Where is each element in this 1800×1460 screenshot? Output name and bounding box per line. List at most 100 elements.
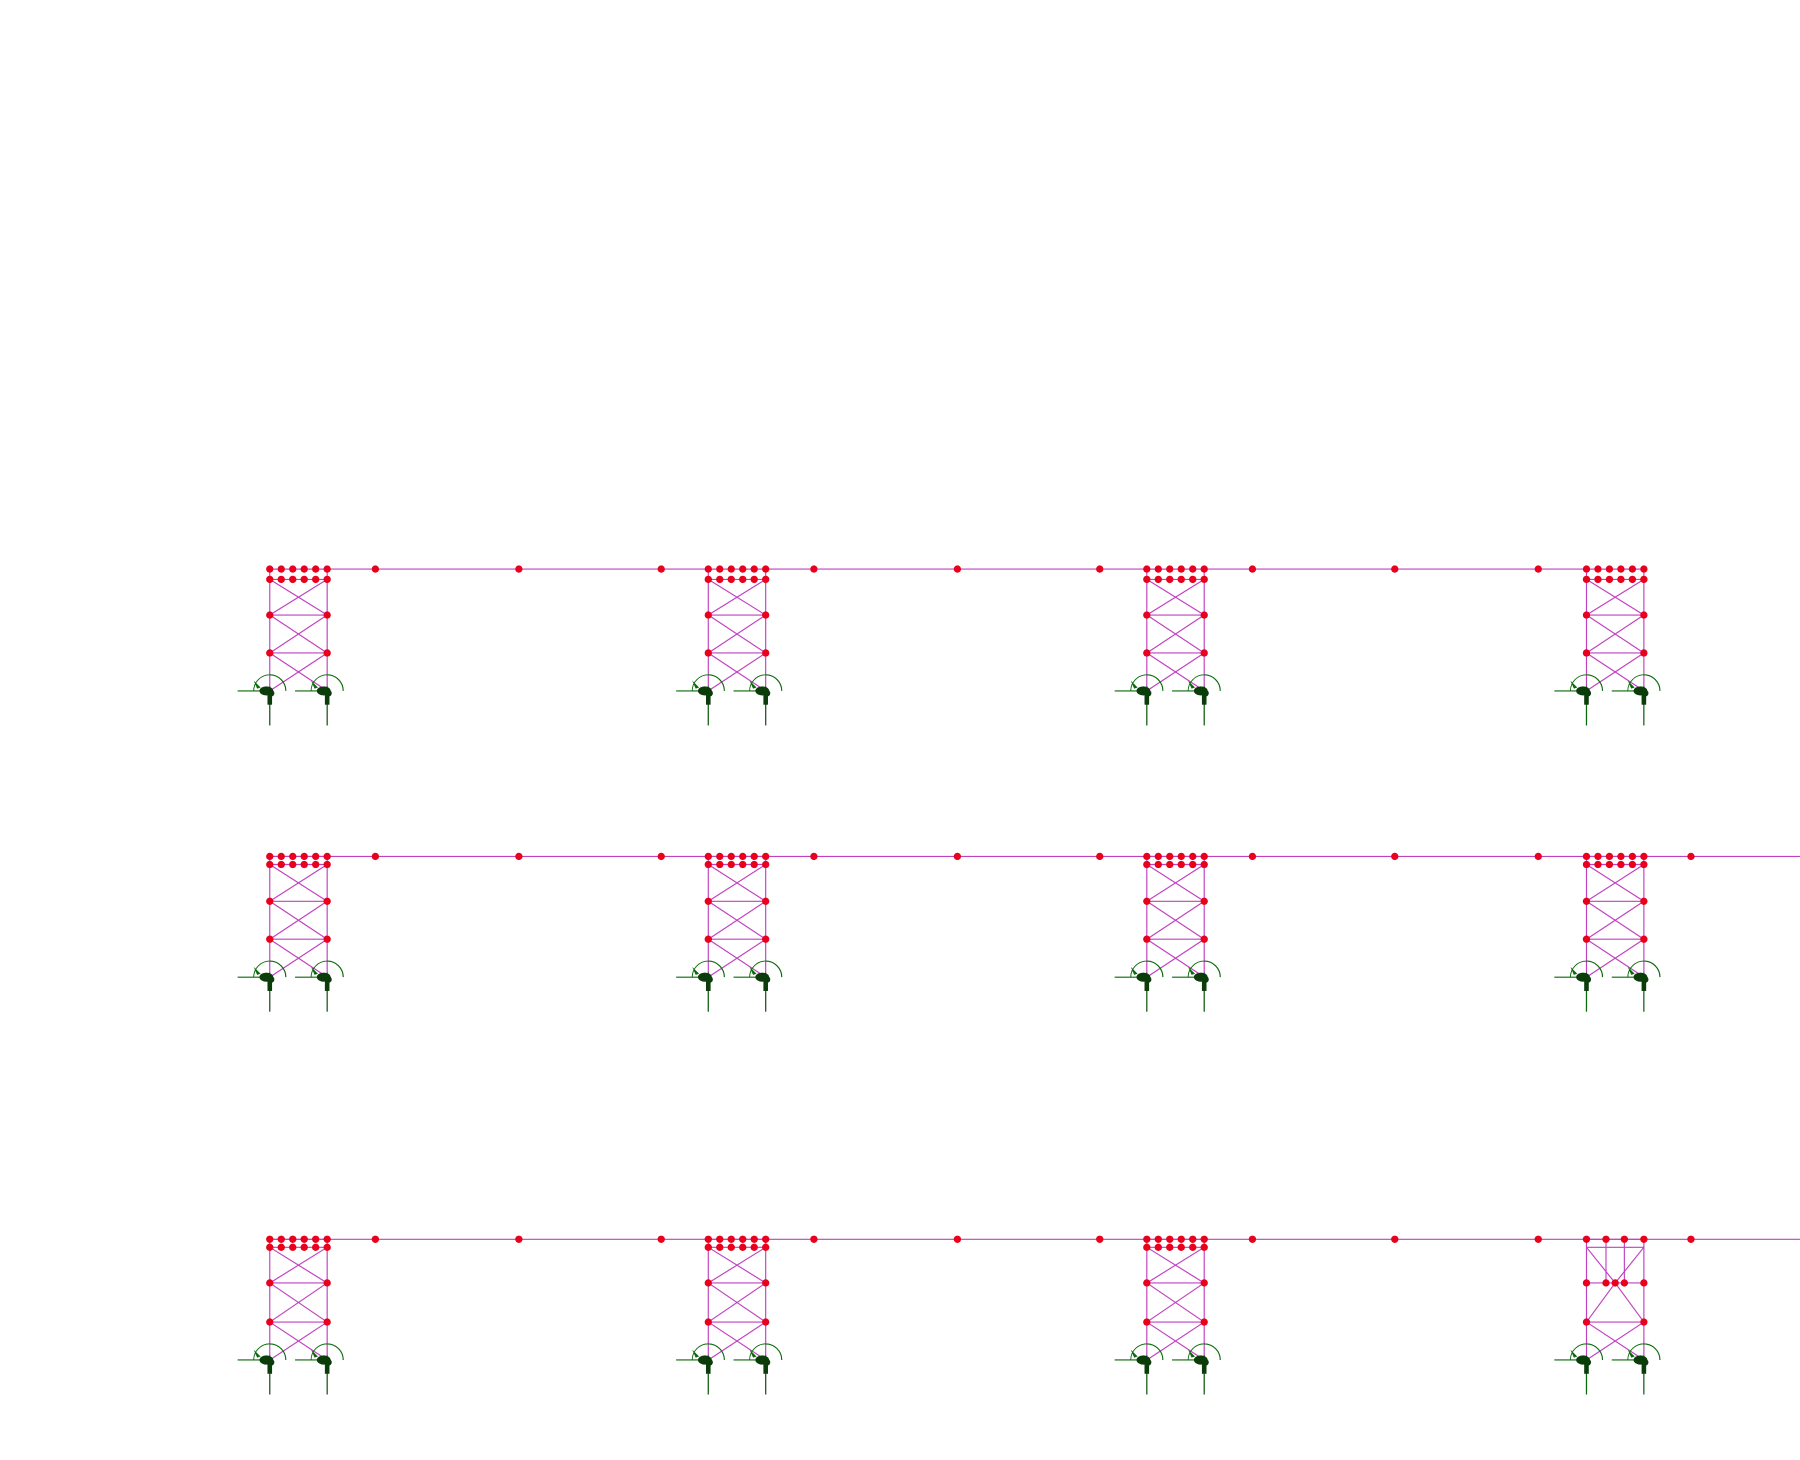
brace [269,1246,328,1284]
support-symbol [1188,1349,1196,1358]
support-arc [1130,1343,1147,1361]
node [1166,1235,1174,1243]
support-arc [1586,1343,1604,1361]
node [1534,1235,1542,1243]
support-symbol [763,1363,768,1374]
node [323,1235,331,1243]
node [1166,1243,1174,1252]
support [733,1343,783,1395]
node [739,860,747,869]
node [1628,575,1637,584]
support-symbol [1130,1349,1138,1358]
node [704,852,712,861]
brace [269,652,328,692]
support [1114,674,1164,726]
node [1248,1235,1257,1243]
node [716,860,724,869]
node [1640,649,1648,657]
support [1114,1343,1164,1395]
node [953,565,962,573]
node [323,575,331,584]
node [657,852,665,861]
node [371,1235,380,1243]
node [1617,575,1625,584]
brace [707,1321,767,1361]
support-symbol [267,694,273,705]
support [1172,1343,1221,1395]
node [312,1235,320,1243]
node [1143,1279,1151,1287]
node [289,1243,297,1252]
support-symbol [311,1349,318,1358]
support-arc [1627,674,1644,691]
node [1189,575,1197,584]
brace [1586,938,1645,978]
node [266,860,274,869]
node [266,565,274,573]
node [1628,565,1637,573]
node [266,611,274,619]
node [727,565,735,573]
node [1189,565,1197,573]
support-arc [327,960,344,978]
node [1248,565,1257,573]
node [371,565,380,573]
support [295,674,344,726]
node [704,565,712,573]
node [1143,1243,1151,1252]
node [1582,575,1591,584]
node [266,575,274,584]
node [1605,860,1614,869]
support-arc [691,674,709,691]
support [295,1343,344,1395]
node [1143,852,1151,861]
support-arc [1187,960,1205,978]
node [277,860,285,869]
node [810,852,818,861]
brace [269,938,328,978]
support-arc [1586,674,1604,691]
node [739,1243,747,1252]
node [1640,611,1648,619]
brace [1614,1246,1645,1284]
support [1611,1343,1661,1395]
node [1617,565,1625,573]
support-symbol [692,1349,700,1358]
node [515,1235,523,1243]
support-symbol [1130,966,1138,975]
support-symbol [1144,694,1150,705]
node [762,1279,770,1287]
support [1554,674,1604,726]
node [704,575,712,584]
node [750,575,758,584]
node [1200,1235,1208,1243]
support-symbol [253,966,261,975]
node [1582,860,1591,869]
support-arc [327,1343,344,1361]
support-symbol [267,980,273,991]
node [953,852,962,861]
brace [707,938,767,978]
node [300,565,308,573]
support-arc [708,1343,725,1361]
node [1640,897,1648,905]
node [762,1243,770,1252]
support-arc [1643,960,1661,978]
support-arc [1643,674,1661,691]
support-arc [1146,674,1164,691]
brace [1586,1282,1616,1323]
node [515,852,523,861]
brace [269,1282,328,1323]
node [1166,860,1174,869]
node [1391,1235,1399,1243]
support-symbol [705,694,711,705]
node [762,897,770,905]
node [1248,852,1257,861]
brace [269,864,328,902]
support-symbol [1627,680,1635,689]
node [300,1243,308,1252]
node [716,1235,724,1243]
node [323,852,331,861]
support-arc [310,960,328,978]
node [762,575,770,584]
